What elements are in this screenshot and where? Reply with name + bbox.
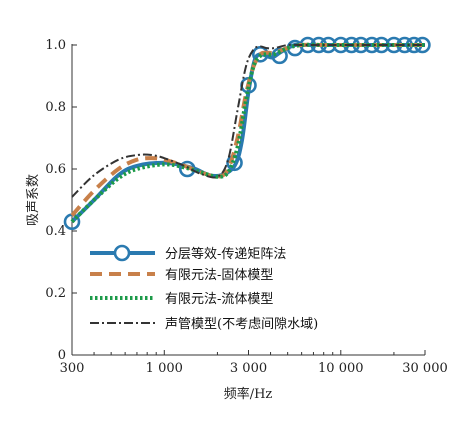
legend-label-tube-model: 声管模型(不考虑间隙水域) <box>165 317 318 332</box>
axis-labels: 频率/Hz 吸声系数 <box>26 174 272 402</box>
series-marker-tmm <box>178 160 196 178</box>
x-tick-label: 30 000 <box>402 361 448 376</box>
legend-label-fem-solid: 有限元法-固体模型 <box>165 268 273 283</box>
series-line-tube-model <box>71 43 425 198</box>
y-tick-label: 1.0 <box>45 38 66 53</box>
series-marker-tmm <box>271 47 288 65</box>
legend-label-fem-fluid: 有限元法-流体模型 <box>165 292 273 307</box>
y-tick-label: 0 <box>58 348 66 363</box>
legend: 分层等效-传递矩阵法有限元法-固体模型有限元法-流体模型声管模型(不考虑间隙水域… <box>90 244 318 332</box>
series-layer <box>63 36 431 230</box>
x-tick-label: 3 000 <box>230 361 267 376</box>
series-line-fem-fluid <box>70 42 425 224</box>
y-tick-label: 0.8 <box>45 100 66 115</box>
y-tick-label: 0.2 <box>45 286 66 301</box>
axes-layer: 0 0.2 0.4 0.6 0.8 1.0 300 1 000 3 000 10 000 30 00… <box>45 38 447 376</box>
y-tick-label: 0.4 <box>45 224 66 239</box>
legend-marker-tmm <box>113 244 131 262</box>
y-axis-title: 吸声系数 <box>26 174 41 226</box>
legend-label-tmm: 分层等效-传递矩阵法 <box>165 246 286 262</box>
y-tick-label: 0.6 <box>45 162 66 177</box>
x-tick-label: 10 000 <box>318 361 364 376</box>
x-tick-label: 1 000 <box>146 361 183 376</box>
x-tick-label: 300 <box>60 361 85 376</box>
series-line-tmm <box>70 42 425 224</box>
series-line-fem-solid <box>70 42 425 217</box>
x-axis-title: 频率/Hz <box>224 386 273 402</box>
